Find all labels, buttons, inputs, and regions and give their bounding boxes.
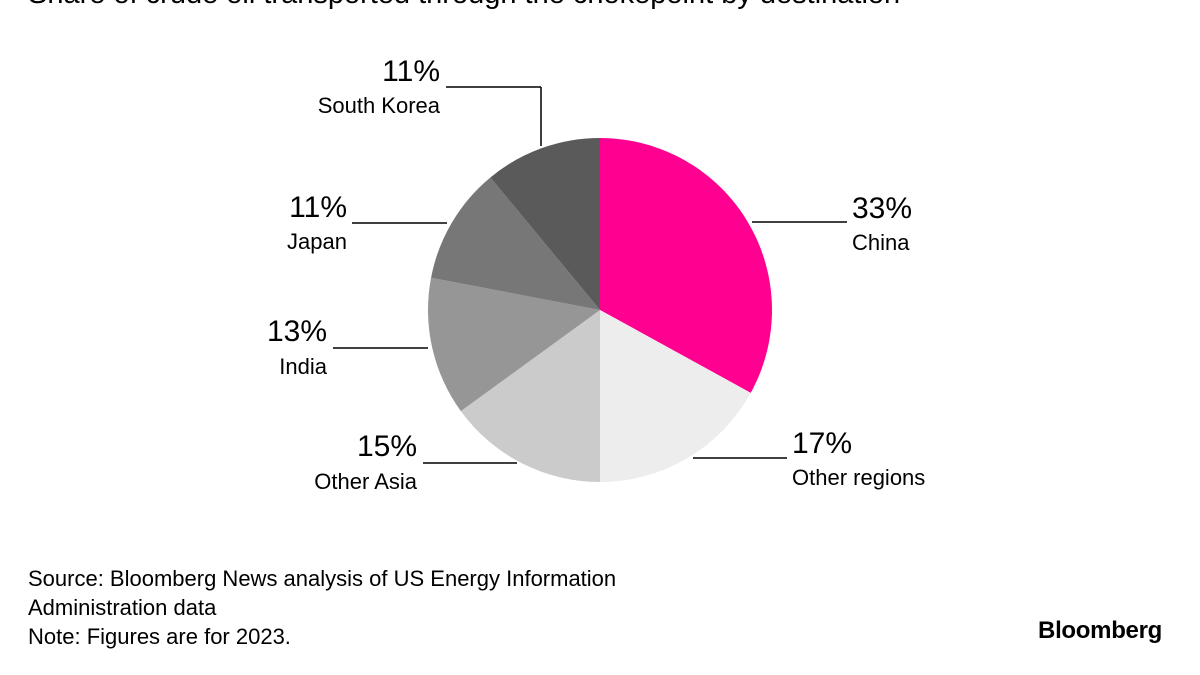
pie-slice-other-asia	[460, 310, 600, 482]
value-label-india: 13%	[267, 315, 327, 348]
pie-slices	[428, 138, 772, 482]
value-label-other-asia: 15%	[357, 430, 417, 463]
pie-slice-south-korea	[490, 138, 600, 310]
source-note-line-1: Source: Bloomberg News analysis of US En…	[28, 566, 617, 591]
category-label-other-regions: Other regions	[792, 465, 925, 490]
pie-chart: 33% China 17% Other regions 15% Other Asia 13%…	[267, 55, 925, 494]
category-label-south-korea: South Korea	[318, 93, 441, 118]
value-label-south-korea: 11%	[382, 55, 440, 88]
value-label-japan: 11%	[289, 191, 347, 224]
pie-slice-japan	[431, 177, 600, 310]
slice-labels: 33% China 17% Other regions 15% Other Asia 13%…	[267, 55, 925, 494]
leader-lines	[333, 86, 847, 464]
pie-slice-india	[428, 277, 600, 412]
bloomberg-logo: Bloomberg	[1038, 617, 1162, 644]
figures-note: Note: Figures are for 2023.	[28, 624, 291, 649]
category-label-china: China	[852, 230, 910, 255]
value-label-other-regions: 17%	[792, 427, 852, 460]
category-label-india: India	[279, 354, 327, 379]
pie-slice-other-regions	[600, 310, 751, 482]
category-label-japan: Japan	[287, 229, 347, 254]
category-label-other-asia: Other Asia	[314, 469, 417, 494]
value-label-china: 33%	[852, 192, 912, 225]
source-note-line-2: Administration data	[28, 595, 217, 620]
chart-title: Share of crude oil transported through t…	[28, 0, 900, 11]
pie-slice-china	[600, 138, 772, 393]
